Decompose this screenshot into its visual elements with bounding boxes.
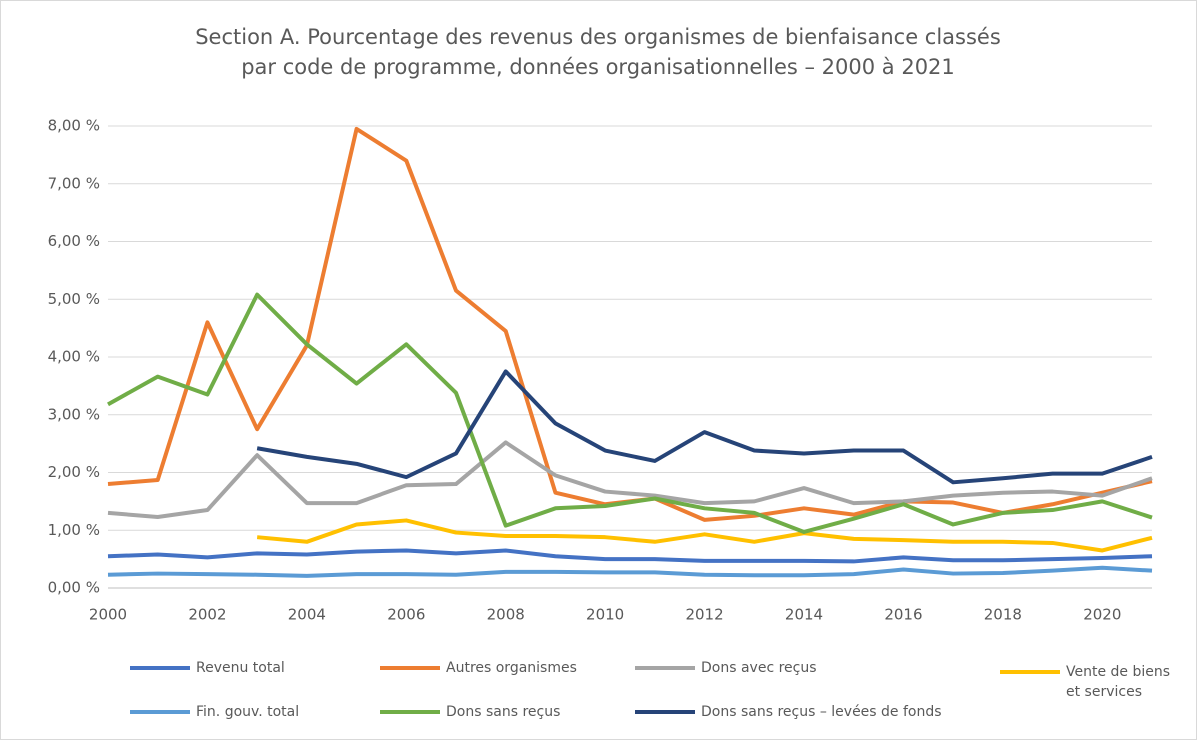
y-tick-label: 5,00 %	[48, 290, 100, 308]
chart-title: Section A. Pourcentage des revenus des o…	[195, 25, 1001, 49]
x-tick-label: 2014	[785, 606, 823, 624]
legend-label: Dons sans reçus	[446, 704, 560, 720]
y-tick-label: 0,00 %	[48, 579, 100, 597]
y-tick-label: 8,00 %	[48, 117, 100, 135]
series-line	[107, 292, 1153, 534]
y-tick-label: 4,00 %	[48, 348, 100, 366]
x-tick-label: 2010	[586, 606, 624, 624]
x-tick-label: 2002	[188, 606, 226, 624]
chart-title: par code de programme, données organisat…	[241, 55, 955, 79]
y-tick-label: 7,00 %	[48, 174, 100, 192]
series-line	[107, 440, 1153, 519]
y-tick-label: 2,00 %	[48, 463, 100, 481]
legend-label: Fin. gouv. total	[196, 704, 299, 720]
x-tick-label: 2006	[387, 606, 425, 624]
x-tick-label: 2012	[685, 606, 723, 624]
legend-label: Dons avec reçus	[701, 660, 817, 676]
x-tick-label: 2004	[288, 606, 326, 624]
legend-label: Revenu total	[196, 660, 285, 676]
series-line	[107, 565, 1153, 578]
y-tick-label: 1,00 %	[48, 521, 100, 539]
legend-label-line: et services	[1066, 684, 1142, 700]
x-tick-label: 2000	[89, 606, 127, 624]
y-tick-label: 3,00 %	[48, 405, 100, 423]
legend-label: Autres organismes	[446, 660, 577, 676]
legend-label: Vente de biens et services	[1066, 664, 1170, 700]
x-tick-label: 2020	[1083, 606, 1121, 624]
series-line	[107, 548, 1153, 564]
x-tick-label: 2016	[884, 606, 922, 624]
legend-label: Dons sans reçus – levées de fonds	[701, 704, 942, 720]
legend-label-line: Vente de biens	[1066, 664, 1170, 680]
y-tick-label: 6,00 %	[48, 232, 100, 250]
x-tick-label: 2018	[984, 606, 1022, 624]
x-tick-label: 2008	[487, 606, 525, 624]
series-line	[256, 518, 1153, 553]
series-line	[256, 369, 1153, 485]
